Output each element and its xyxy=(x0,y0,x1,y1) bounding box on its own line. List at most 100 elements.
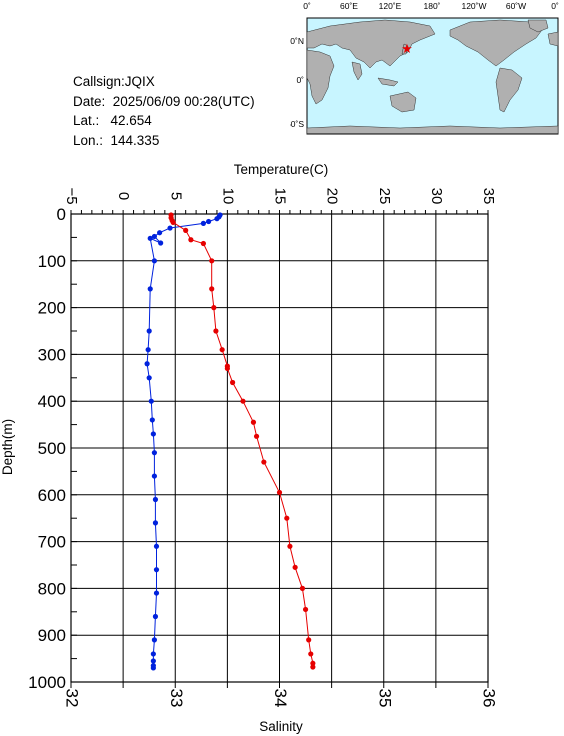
antarctica-land xyxy=(306,125,559,135)
salinity-data-point xyxy=(287,543,293,549)
map-lon-label: 120˚W xyxy=(461,1,486,11)
map-lon-label: 0˚ xyxy=(551,1,559,11)
temperature-data-point xyxy=(153,543,160,549)
longitude-text: Lon.: 144.335 xyxy=(73,132,160,148)
temperature-data-point xyxy=(149,417,155,423)
salinity-data-point xyxy=(229,379,236,386)
depth-tick-label: 0 xyxy=(57,205,66,224)
salinity-data-point xyxy=(200,240,206,247)
map-right-labels: 60˚N 0˚ 60˚S xyxy=(290,36,304,129)
depth-tick-label: 300 xyxy=(38,345,66,364)
map-lon-label: 0˚ xyxy=(303,1,311,11)
map-lon-label: 180˚ xyxy=(423,1,440,11)
temperature-data-point xyxy=(145,347,151,353)
temperature-tick-label: 0 xyxy=(115,192,132,200)
temperature-data-point xyxy=(147,286,153,292)
temperature-tick-label: 30 xyxy=(428,188,445,205)
india-land xyxy=(351,61,363,81)
temperature-data-point xyxy=(200,220,206,226)
temperature-data-point xyxy=(167,225,173,231)
salinity-data-point xyxy=(209,258,215,264)
salinity-data-point xyxy=(211,305,217,311)
salinity-axis-title: Salinity xyxy=(259,719,303,734)
temperature-data-point xyxy=(151,637,157,643)
chart-grid xyxy=(70,213,489,683)
europe-east-land xyxy=(547,31,559,47)
temperature-data-point xyxy=(153,567,160,573)
temperature-data-point xyxy=(216,214,222,220)
chart-series xyxy=(144,212,316,671)
indonesia-land xyxy=(377,77,399,87)
salinity-profile-line xyxy=(170,214,314,667)
temperature-data-point xyxy=(151,258,157,264)
depth-tick-label: 400 xyxy=(38,392,66,411)
north-america-land xyxy=(449,19,543,67)
temperature-profile-line xyxy=(146,214,221,668)
australia-land xyxy=(389,91,417,113)
plot-frame xyxy=(70,213,489,683)
salinity-data-point xyxy=(170,219,176,226)
temperature-tick-label: 15 xyxy=(272,188,289,205)
temperature-tick-label: 5 xyxy=(167,192,184,200)
salinity-data-point xyxy=(302,606,309,613)
salinity-data-point xyxy=(292,564,298,570)
temperature-data-point xyxy=(214,216,220,222)
depth-tick-label: 200 xyxy=(38,299,66,318)
temperature-data-point xyxy=(158,240,164,246)
temperature-tick-label: 35 xyxy=(480,188,497,205)
depth-tick-label: 500 xyxy=(38,439,66,458)
salinity-tick-label: 34 xyxy=(271,689,290,708)
salinity-data-point xyxy=(306,637,312,643)
salinity-data-point xyxy=(310,664,316,670)
eurasia-land xyxy=(306,19,436,69)
temperature-data-point xyxy=(150,665,156,671)
depth-tick-label: 600 xyxy=(38,486,66,505)
temperature-tick-label: 10 xyxy=(219,188,236,205)
salinity-data-point xyxy=(219,347,225,353)
salinity-data-point xyxy=(250,419,257,425)
south-america-land xyxy=(495,67,523,113)
salinity-data-point xyxy=(284,515,290,521)
temperature-data-point xyxy=(150,651,156,657)
salinity-data-point xyxy=(213,328,219,334)
salinity-data-point xyxy=(183,227,189,233)
temperature-tick-label: −5 xyxy=(63,187,80,204)
salinity-data-point xyxy=(253,433,260,439)
salinity-tick-label: 33 xyxy=(167,689,186,708)
salinity-data-point xyxy=(276,489,283,496)
temperature-data-point xyxy=(206,218,212,225)
depth-tick-label: 100 xyxy=(38,252,66,271)
map-frame-ticks xyxy=(307,17,558,135)
africa-land xyxy=(306,49,335,105)
map-lon-label: 120˚E xyxy=(379,1,402,11)
japan-land xyxy=(401,43,409,55)
salinity-data-point xyxy=(261,459,267,465)
temperature-data-point xyxy=(150,658,156,664)
salinity-data-point xyxy=(308,651,314,657)
depth-tick-label: 1000 xyxy=(28,673,66,692)
map-lon-label: 60˚W xyxy=(506,1,526,11)
date-text: Date: 2025/06/09 00:28(UTC) xyxy=(73,93,255,109)
landmasses xyxy=(306,19,559,135)
temperature-tick-label: 20 xyxy=(324,188,341,205)
station-info: Callsign:JQIX Date: 2025/06/09 00:28(UTC… xyxy=(73,72,255,150)
station-marker-icon: ★ xyxy=(401,41,413,56)
map-lat-label: 60˚N xyxy=(290,36,304,46)
temperature-data-point xyxy=(151,233,157,240)
salinity-tick-label: 32 xyxy=(63,689,82,708)
temperature-data-point xyxy=(147,235,153,241)
chart-ticks: −5 0 5 10 15 20 25 30 35010020030040050060070080… xyxy=(28,187,498,707)
depth-tick-label: 800 xyxy=(38,579,66,598)
world-map: 0˚ 60˚E 120˚E 180˚ 120˚W 60˚W 0˚ 60˚N 0˚… xyxy=(290,1,559,135)
map-lon-label: 60˚E xyxy=(340,1,358,11)
temperature-data-point xyxy=(153,590,160,596)
temperature-data-point xyxy=(144,361,150,367)
greenland-land xyxy=(527,19,549,33)
temperature-data-point xyxy=(148,398,154,404)
temperature-data-point xyxy=(150,431,156,437)
map-top-labels: 0˚ 60˚E 120˚E 180˚ 120˚W 60˚W 0˚ xyxy=(303,1,559,11)
salinity-data-point xyxy=(299,585,306,592)
latitude-text: Lat.: 42.654 xyxy=(73,113,152,128)
map-lat-label: 60˚S xyxy=(290,119,304,129)
temperature-data-point xyxy=(151,450,157,456)
